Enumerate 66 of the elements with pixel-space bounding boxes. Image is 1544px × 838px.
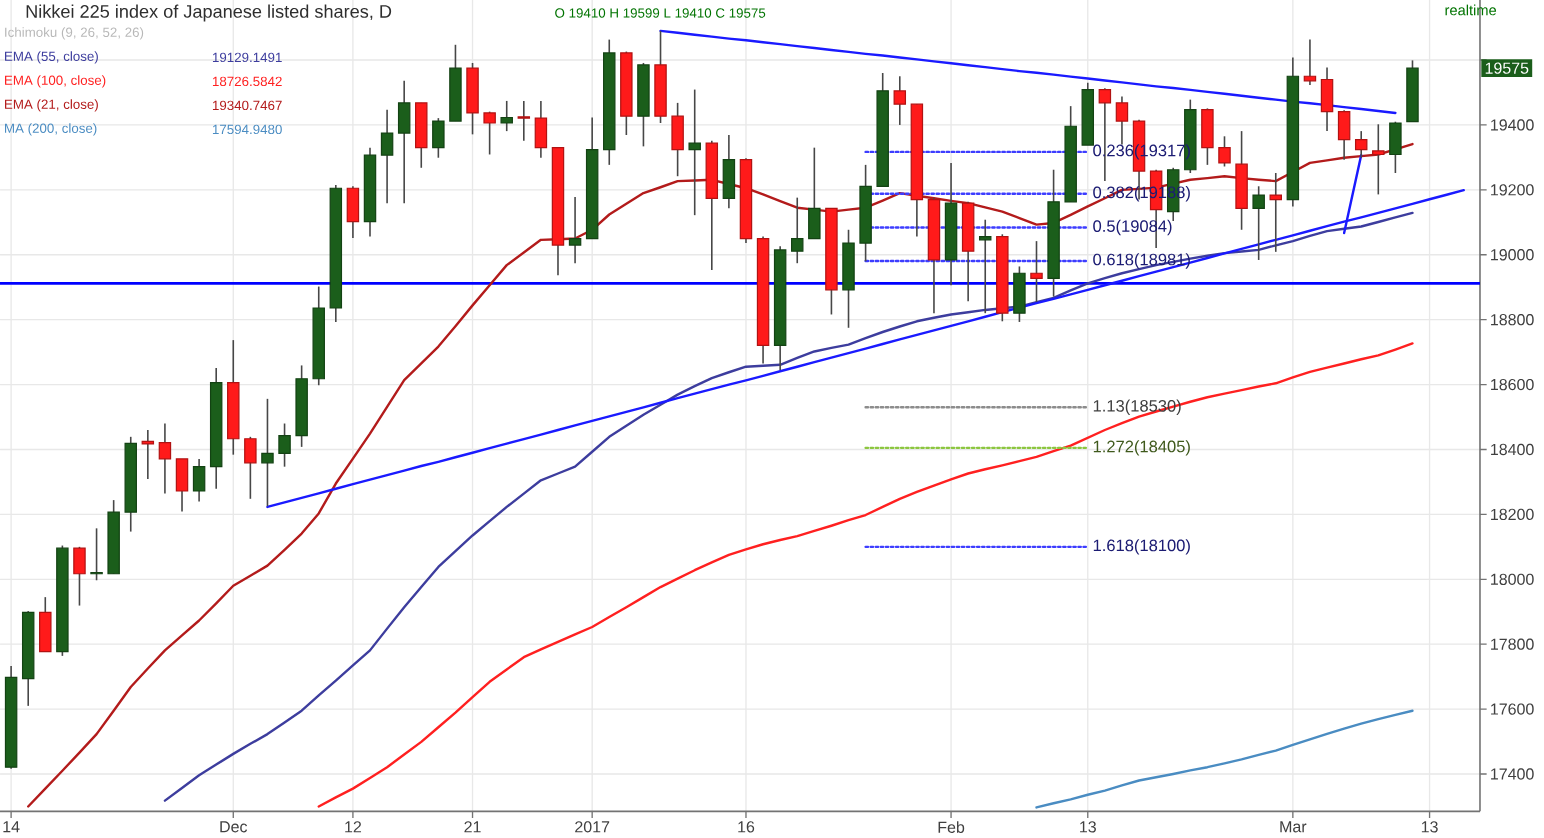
- candlestick: [1013, 265, 1026, 323]
- candlestick: [808, 146, 821, 240]
- candlestick: [39, 596, 52, 653]
- candlestick: [568, 196, 582, 264]
- candlestick: [500, 100, 513, 132]
- candlestick: [517, 100, 531, 142]
- candlestick: [791, 196, 804, 264]
- candlestick: [1115, 95, 1129, 146]
- candlestick: [893, 75, 907, 126]
- candlestick: [978, 218, 992, 314]
- x-tick-label: Dec: [220, 821, 248, 833]
- x-tick-label: 2017: [575, 821, 610, 833]
- x-tick-label: 21: [464, 821, 481, 833]
- candlestick: [671, 102, 684, 178]
- candlestick: [432, 117, 445, 159]
- chart-title: Nikkei 225 index of Japanese listed shares, D: [26, 4, 392, 22]
- candlestick: [1389, 120, 1402, 174]
- y-tick-label: 17600: [1491, 703, 1534, 715]
- y-tick-label: 18000: [1491, 573, 1534, 585]
- candlestick: [141, 429, 155, 480]
- x-tick-label: 14: [3, 821, 20, 833]
- candlestick: [175, 458, 189, 513]
- x-tick-label: Mar: [1280, 821, 1307, 833]
- candlestick: [483, 110, 496, 156]
- x-tick-label: Feb: [938, 821, 965, 833]
- line-series: [163, 211, 1414, 802]
- line-series: [659, 29, 1397, 115]
- line-series: [1035, 709, 1414, 809]
- candlestick: [1269, 172, 1282, 253]
- candlestick: [1218, 135, 1231, 168]
- x-tick-label: 13: [1080, 821, 1096, 833]
- y-tick-label: 18600: [1491, 378, 1534, 391]
- candlestick: [380, 108, 394, 204]
- candlestick: [192, 458, 206, 503]
- candlestick: [842, 228, 855, 329]
- candlestick: [1201, 107, 1214, 166]
- candlestick: [415, 102, 428, 169]
- candlestick: [1320, 66, 1334, 132]
- candlestick: [722, 134, 736, 210]
- candlestick: [466, 62, 479, 136]
- y-tick-label: 18400: [1491, 443, 1534, 456]
- candlestick: [244, 436, 257, 500]
- candlestick: [158, 422, 172, 495]
- series-label: 1.272(18405): [1093, 440, 1190, 456]
- y-tick-label: 17400: [1491, 768, 1534, 780]
- annotation: 19575: [1485, 62, 1529, 74]
- candlestick: [397, 80, 411, 204]
- y-tick-label: 19400: [1491, 119, 1534, 131]
- x-tick-label: 12: [345, 821, 362, 833]
- x-tick-label: 13: [1421, 821, 1438, 833]
- y-tick-label: 17800: [1491, 638, 1534, 650]
- series-label: 1.618(18100): [1093, 539, 1190, 555]
- candlestick: [73, 546, 86, 607]
- y-tick-label: 18200: [1491, 508, 1534, 521]
- candlestick: [346, 185, 360, 239]
- candlestick: [278, 422, 291, 468]
- y-tick-label: 18800: [1491, 314, 1534, 326]
- candlestick: [534, 100, 548, 159]
- candlestick: [1252, 185, 1265, 261]
- x-tick-label: 16: [738, 821, 755, 833]
- candlestick: [1030, 240, 1043, 303]
- candlestick: [688, 88, 701, 216]
- candlestick: [261, 398, 274, 508]
- y-tick-label: 19000: [1491, 249, 1534, 261]
- y-tick-label: 19200: [1491, 184, 1534, 196]
- series-label: 0.618(18981): [1093, 253, 1190, 269]
